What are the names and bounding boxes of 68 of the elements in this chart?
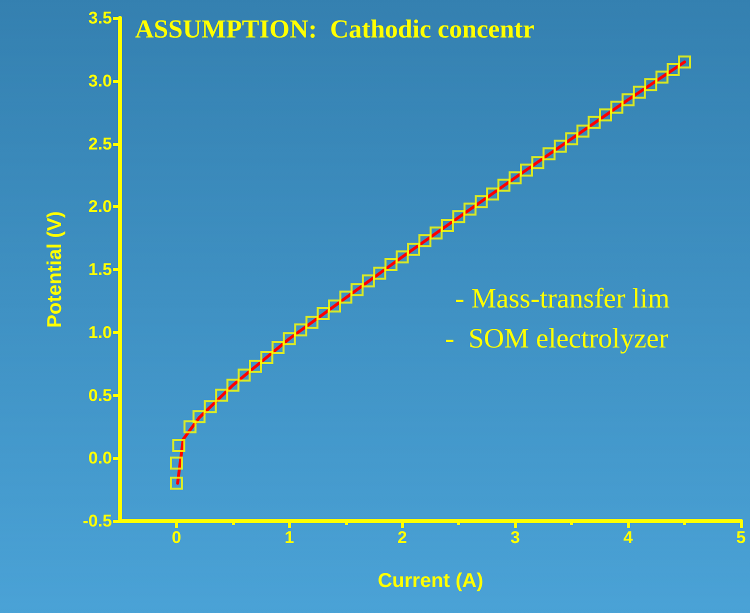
y-tick-label: 3.5 [88,8,112,28]
annotation: - SOM electrolyzer [445,324,669,354]
y-tick-label: -0.5 [82,512,112,530]
point [316,307,330,320]
point [622,93,635,106]
point [520,164,533,177]
y-axis-title: Potential (V) [44,211,66,328]
point [531,156,544,170]
point [172,439,186,452]
point [554,140,567,153]
point [508,171,522,184]
point [407,242,420,256]
point [565,132,578,146]
point [238,368,251,382]
point [588,116,601,129]
point [486,188,500,201]
point [282,332,296,346]
point [610,100,624,114]
point [226,378,240,392]
y-tick-label: 2.0 [88,197,112,216]
point [632,86,646,99]
annotation: - Mass-transfer lim [455,284,670,314]
point [396,250,409,264]
point [294,323,308,336]
point [678,56,692,69]
point [542,147,556,160]
y-tick-label: 0.5 [88,386,112,405]
y-tick-label: 2.5 [88,134,112,154]
point [384,258,398,271]
point [328,299,342,312]
point [204,400,217,414]
point [362,274,375,288]
x-tick-label: 5 [736,528,746,547]
point [474,195,488,208]
y-tick-label: 1.0 [88,322,112,342]
point [170,476,183,490]
point [260,351,274,364]
point [305,316,318,329]
point [644,78,658,92]
x-tick-label: 1 [284,528,294,547]
point [272,340,285,354]
x-tick-label: 4 [623,528,634,547]
point [576,124,590,138]
point [248,360,262,373]
point [430,226,443,240]
point [418,234,432,248]
point [655,70,668,84]
point [339,290,352,304]
point [373,266,386,280]
point [440,218,454,232]
y-tick-label: 1.5 [88,260,112,279]
point [184,420,197,434]
point [599,108,612,122]
x-tick-label: 0 [172,528,182,547]
x-tick-label: 3 [510,528,520,547]
x-axis-title: Current (A) [378,570,484,592]
point [452,210,466,224]
point [215,388,228,402]
point [464,202,477,216]
point [192,410,206,424]
point [497,178,510,192]
point [350,283,364,296]
point [666,63,680,76]
annotation: ASSUMPTION: Cathodic concentr [135,14,534,44]
x-tick-label: 2 [398,528,408,547]
point [170,456,183,470]
y-tick-label: 0.0 [88,448,112,468]
y-tick-label: 3.0 [88,71,112,90]
